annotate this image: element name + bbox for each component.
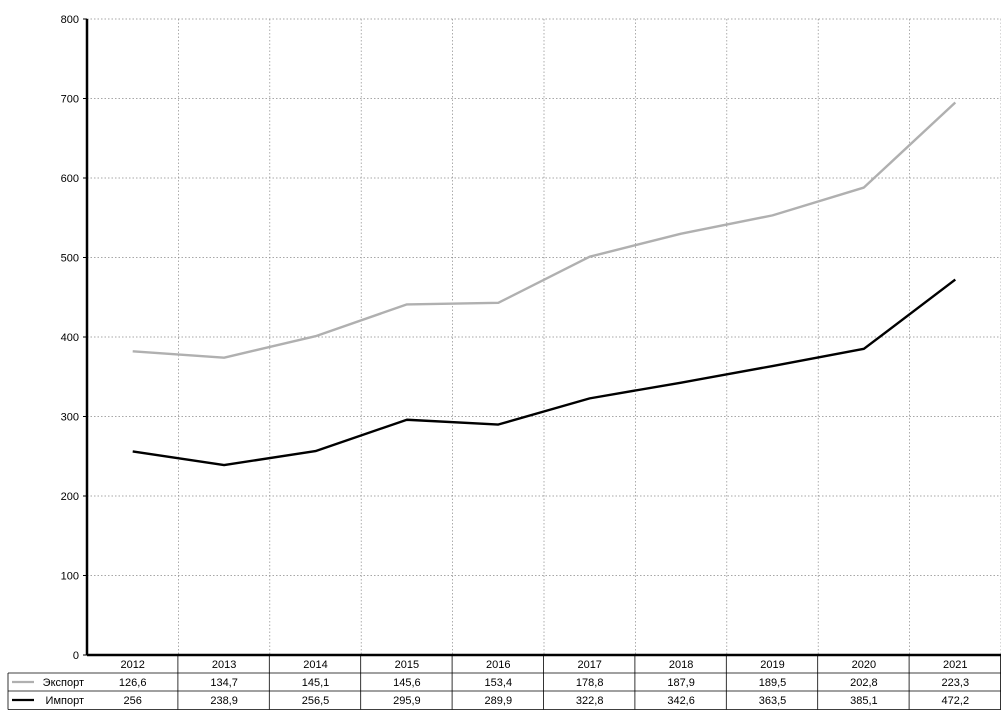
y-tick-label: 600 xyxy=(61,173,79,185)
y-tick-label: 300 xyxy=(61,412,79,424)
series-lines xyxy=(132,101,957,467)
data-label: 145,1 xyxy=(302,677,330,689)
y-tick-label: 100 xyxy=(61,571,79,583)
data-table: 2012 2013 2014 2015 2016 2017 2018 2019 2020 2021… xyxy=(7,656,1001,710)
x-tick-label: 2014 xyxy=(303,659,327,671)
data-label: 153,4 xyxy=(485,677,513,689)
data-label: 289,9 xyxy=(485,695,513,707)
x-tick-label: 2017 xyxy=(577,659,601,671)
data-label: 189,5 xyxy=(759,677,787,689)
data-label: 238,9 xyxy=(210,695,238,707)
data-label: 295,9 xyxy=(393,695,421,707)
series-line-export xyxy=(132,101,957,359)
y-tick-label: 200 xyxy=(61,491,79,503)
data-label: 187,9 xyxy=(667,677,695,689)
data-label: 363,5 xyxy=(759,695,787,707)
x-tick-label: 2021 xyxy=(943,659,967,671)
data-label: 202,8 xyxy=(850,677,878,689)
x-tick-label: 2012 xyxy=(120,659,144,671)
data-label: 256,5 xyxy=(302,695,330,707)
grid-lines xyxy=(87,18,1001,655)
x-tick-label: 2013 xyxy=(212,659,236,671)
data-label: 322,8 xyxy=(576,695,604,707)
data-label: 178,8 xyxy=(576,677,604,689)
x-tick-label: 2015 xyxy=(395,659,419,671)
data-label: 472,2 xyxy=(942,695,970,707)
legend-label: Импорт xyxy=(46,695,84,707)
data-label: 126,6 xyxy=(119,677,147,689)
legend-label: Экспорт xyxy=(43,677,84,689)
data-label: 385,1 xyxy=(850,695,878,707)
y-tick-label: 700 xyxy=(61,94,79,106)
x-tick-label: 2020 xyxy=(852,659,876,671)
data-label: 256 xyxy=(124,695,142,707)
axes xyxy=(83,18,1001,657)
series-line-import xyxy=(132,278,957,467)
x-tick-label: 2018 xyxy=(669,659,693,671)
y-tick-labels: 0 100 200 300 400 500 600 700 800 xyxy=(61,14,79,662)
data-label: 134,7 xyxy=(210,677,238,689)
data-label: 342,6 xyxy=(667,695,695,707)
x-tick-label: 2019 xyxy=(760,659,784,671)
x-tick-label: 2016 xyxy=(486,659,510,671)
y-tick-label: 0 xyxy=(73,650,79,662)
y-tick-label: 800 xyxy=(61,14,79,26)
data-label: 223,3 xyxy=(942,677,970,689)
data-label: 145,6 xyxy=(393,677,421,689)
y-tick-label: 500 xyxy=(61,253,79,265)
y-tick-label: 400 xyxy=(61,332,79,344)
